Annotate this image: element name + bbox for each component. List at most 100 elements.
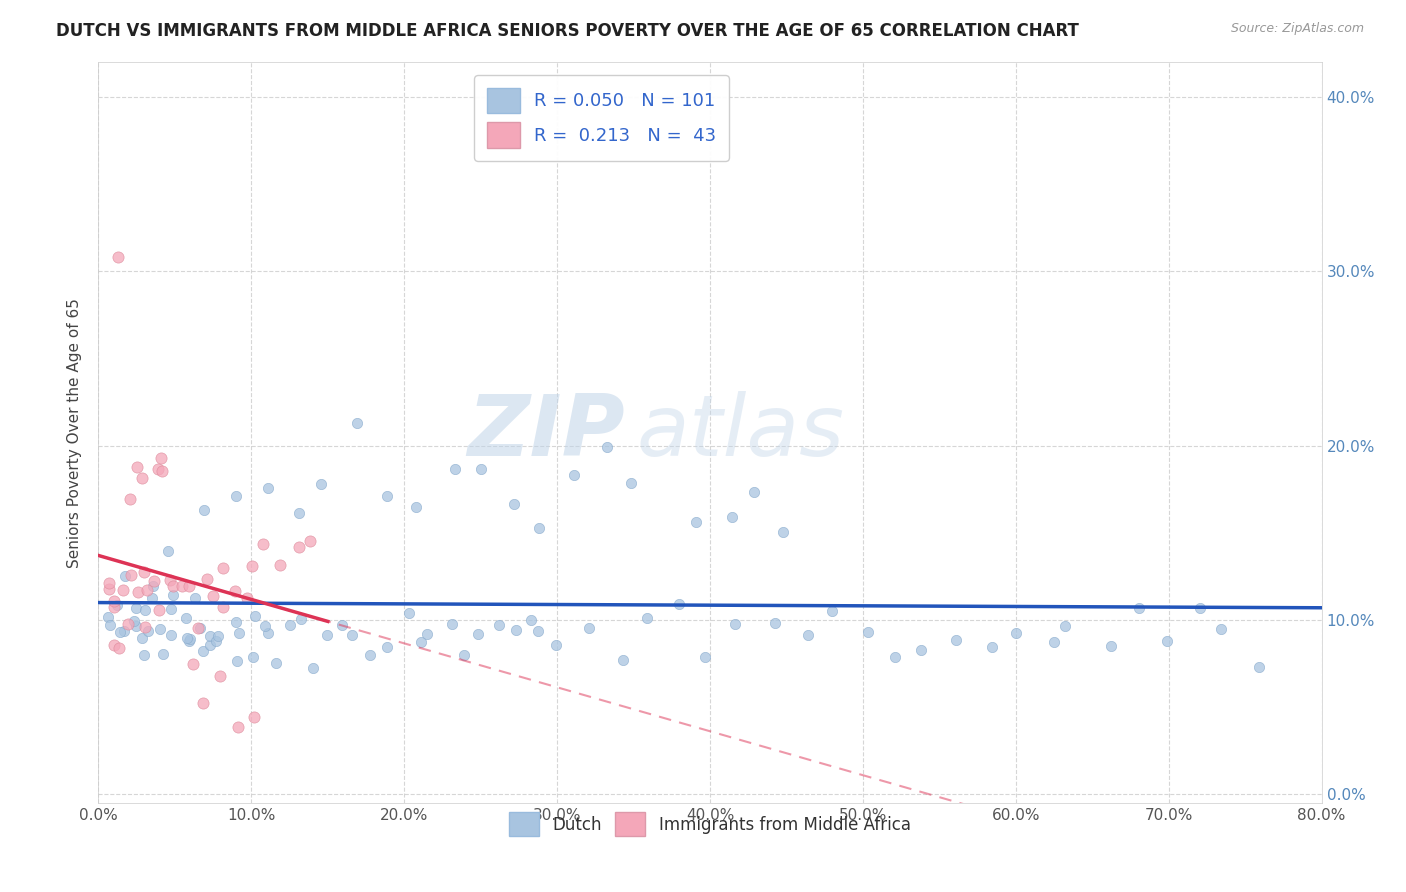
Point	[125, 460, 148, 475]
Point	[112, 624, 135, 638]
Point	[159, 574, 181, 588]
Point	[127, 584, 149, 599]
Point	[287, 506, 309, 520]
Point	[280, 618, 302, 632]
Point	[98, 582, 121, 596]
Point	[685, 515, 707, 529]
Point	[103, 638, 125, 652]
Point	[184, 591, 207, 605]
Point	[467, 627, 489, 641]
Point	[340, 628, 363, 642]
Point	[398, 606, 420, 620]
Point	[131, 471, 153, 485]
Point	[1209, 622, 1232, 636]
Point	[120, 568, 142, 582]
Point	[240, 559, 263, 574]
Point	[162, 579, 184, 593]
Point	[176, 631, 198, 645]
Point	[117, 617, 139, 632]
Point	[1249, 659, 1271, 673]
Point	[193, 503, 215, 517]
Point	[201, 589, 224, 603]
Point	[742, 485, 765, 500]
Point	[148, 603, 170, 617]
Y-axis label: Seniors Poverty Over the Age of 65: Seniors Poverty Over the Age of 65	[67, 298, 83, 567]
Point	[157, 544, 180, 558]
Point	[772, 524, 794, 539]
Point	[884, 649, 907, 664]
Point	[797, 627, 820, 641]
Point	[1128, 601, 1150, 615]
Point	[243, 710, 266, 724]
Point	[236, 591, 259, 606]
Point	[149, 622, 172, 636]
Point	[197, 572, 219, 586]
Point	[159, 602, 181, 616]
Legend: Dutch, Immigrants from Middle Africa: Dutch, Immigrants from Middle Africa	[502, 805, 918, 843]
Point	[527, 624, 550, 638]
Point	[103, 600, 125, 615]
Point	[821, 604, 844, 618]
Point	[405, 500, 427, 514]
Point	[520, 613, 543, 627]
Point	[1042, 635, 1064, 649]
Point	[578, 621, 600, 635]
Point	[612, 652, 634, 666]
Point	[212, 561, 235, 575]
Point	[226, 720, 249, 734]
Point	[132, 648, 155, 663]
Point	[309, 477, 332, 491]
Point	[142, 578, 165, 592]
Point	[443, 462, 465, 476]
Point	[290, 612, 312, 626]
Point	[134, 603, 156, 617]
Point	[721, 510, 744, 524]
Point	[544, 638, 567, 652]
Point	[141, 591, 163, 606]
Point	[254, 619, 277, 633]
Point	[225, 490, 247, 504]
Point	[264, 656, 287, 670]
Point	[188, 621, 211, 635]
Point	[359, 648, 381, 662]
Point	[242, 649, 264, 664]
Point	[98, 576, 121, 591]
Point	[453, 648, 475, 663]
Point	[179, 632, 201, 647]
Point	[124, 614, 146, 628]
Point	[150, 464, 173, 478]
Point	[562, 467, 585, 482]
Point	[596, 440, 619, 454]
Point	[170, 579, 193, 593]
Point	[179, 634, 201, 648]
Point	[470, 461, 492, 475]
Point	[1053, 619, 1076, 633]
Point	[981, 640, 1004, 654]
Point	[111, 582, 134, 597]
Point	[136, 624, 159, 639]
Point	[124, 600, 146, 615]
Point	[377, 489, 399, 503]
Point	[288, 540, 311, 554]
Point	[191, 696, 214, 710]
Point	[910, 642, 932, 657]
Point	[187, 621, 209, 635]
Point	[211, 599, 233, 614]
Point	[668, 597, 690, 611]
Point	[488, 617, 510, 632]
Point	[224, 584, 246, 599]
Point	[105, 598, 128, 612]
Point	[125, 619, 148, 633]
Point	[302, 661, 325, 675]
Point	[330, 618, 353, 632]
Text: atlas: atlas	[637, 391, 845, 475]
Point	[1188, 601, 1211, 615]
Point	[763, 615, 786, 630]
Point	[409, 635, 432, 649]
Point	[693, 650, 716, 665]
Point	[225, 615, 247, 629]
Point	[209, 669, 232, 683]
Point	[98, 617, 121, 632]
Point	[375, 640, 398, 654]
Point	[316, 628, 339, 642]
